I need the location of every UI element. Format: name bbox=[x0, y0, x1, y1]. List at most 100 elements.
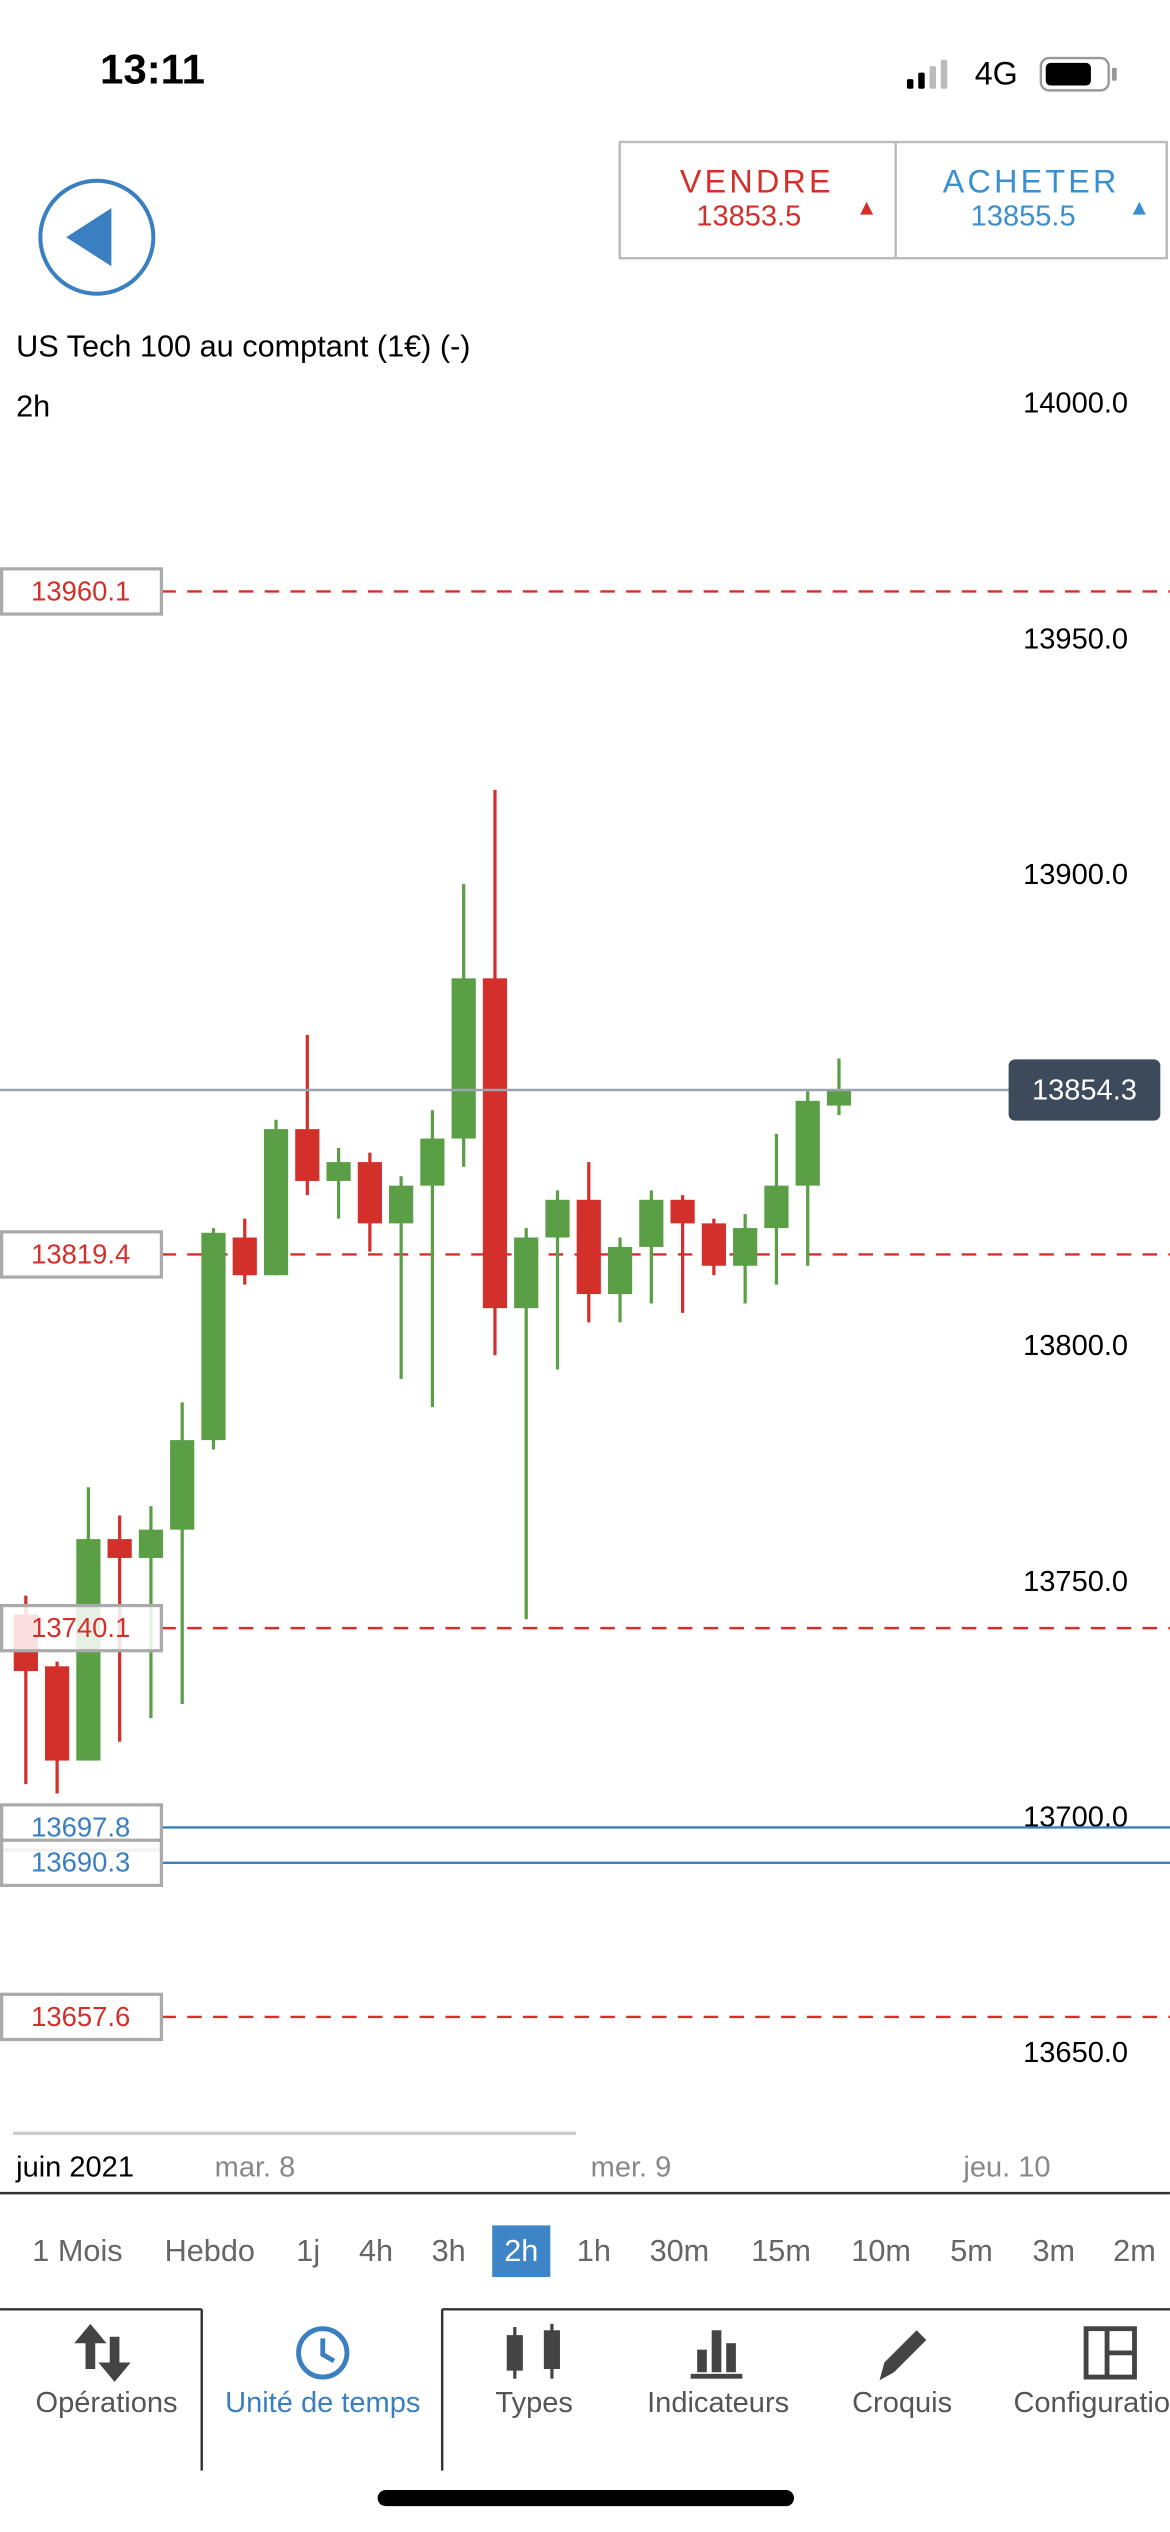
tab-icon-time bbox=[296, 2326, 350, 2380]
candle-body bbox=[326, 1162, 351, 1181]
timeframe-button[interactable]: 1h bbox=[577, 2234, 611, 2268]
timeframe-label: 15m bbox=[751, 2234, 811, 2268]
tab-icon-config bbox=[1083, 2326, 1137, 2380]
timeframe-button[interactable]: Hebdo bbox=[165, 2234, 255, 2268]
level-label-box bbox=[0, 1230, 164, 1279]
x-axis-label: jeu. 10 bbox=[962, 2152, 1050, 2184]
candle-body bbox=[420, 1138, 445, 1186]
candle-body bbox=[795, 1100, 820, 1186]
y-tick-label: 13950.0 bbox=[1023, 623, 1128, 655]
y-tick-label: 14000.0 bbox=[1023, 388, 1128, 420]
tab-label[interactable]: Indicateurs bbox=[647, 2387, 789, 2419]
timeframe-label: 10m bbox=[851, 2234, 911, 2268]
candle-body bbox=[389, 1185, 414, 1224]
candle-body bbox=[107, 1539, 132, 1558]
y-tick-label: 13750.0 bbox=[1023, 1566, 1128, 1598]
timeframe-label: 1j bbox=[296, 2234, 320, 2268]
timeframe-label: 1 Mois bbox=[32, 2234, 122, 2268]
level-label-box bbox=[0, 1603, 164, 1653]
candle-body bbox=[764, 1185, 789, 1229]
x-axis-label: juin 2021 bbox=[15, 2152, 134, 2184]
candle-body bbox=[482, 978, 508, 1309]
timeframe-button[interactable]: 5m bbox=[950, 2234, 993, 2268]
timeframe-button[interactable]: 2h bbox=[492, 2225, 551, 2278]
timeframe-button[interactable]: 1 Mois bbox=[32, 2234, 122, 2268]
timeframe-label: 5m bbox=[950, 2234, 993, 2268]
buy-arrow bbox=[1132, 201, 1146, 215]
last-price-label: 13854.3 bbox=[1032, 1074, 1137, 1106]
sell-label: VENDRE bbox=[680, 164, 834, 200]
timeframe-button[interactable]: 4h bbox=[359, 2234, 393, 2268]
timeframe-button[interactable]: 2m bbox=[1113, 2234, 1156, 2268]
timeframe-button[interactable]: 1j bbox=[296, 2234, 320, 2268]
date-label-bg bbox=[3, 2144, 168, 2190]
candle-body bbox=[639, 1199, 664, 1247]
x-axis-label: mer. 9 bbox=[591, 2152, 672, 2184]
tab-bar: Opérations Unité de temps Types Indicateurs… bbox=[36, 2387, 1170, 2419]
home-indicator bbox=[377, 2490, 794, 2507]
candle-body bbox=[170, 1440, 195, 1530]
level-label: 13960.1 bbox=[31, 575, 130, 606]
tab-label[interactable]: Opérations bbox=[36, 2387, 178, 2419]
tab-icon-operations bbox=[74, 2323, 131, 2382]
timeframe-label: 1h bbox=[577, 2234, 611, 2268]
x-axis: juin 2021 mar. 8 mer. 9 jeu. 10 bbox=[15, 2152, 1050, 2184]
y-tick-label: 13900.0 bbox=[1023, 859, 1128, 891]
status-network: 4G bbox=[975, 55, 1018, 91]
sell-button[interactable]: VENDRE 13853.5 bbox=[680, 164, 874, 233]
timeframe-label: 30m bbox=[650, 2234, 710, 2268]
timeframe-button[interactable]: 15m bbox=[751, 2234, 811, 2268]
candle-body bbox=[607, 1246, 633, 1295]
level-label: 13697.8 bbox=[31, 1811, 130, 1842]
timeframe-button[interactable]: 10m bbox=[851, 2234, 911, 2268]
candle-body bbox=[45, 1666, 70, 1761]
tab-label[interactable]: Croquis bbox=[852, 2387, 952, 2419]
candle-body bbox=[138, 1529, 164, 1558]
candle-body bbox=[295, 1129, 320, 1181]
candle-body bbox=[201, 1232, 226, 1441]
y-tick-label: 13800.0 bbox=[1023, 1330, 1128, 1362]
tab-icon-indicators bbox=[690, 2330, 743, 2379]
sell-arrow bbox=[860, 201, 874, 215]
tab-label[interactable]: Unité de temps bbox=[225, 2387, 420, 2419]
level-label: 13657.6 bbox=[31, 2001, 130, 2032]
instrument-title: US Tech 100 au comptant (1€) (-) bbox=[16, 330, 470, 364]
tab-label[interactable]: Types bbox=[495, 2387, 572, 2419]
candle-body bbox=[670, 1199, 695, 1224]
candle-body bbox=[545, 1199, 570, 1238]
tab-icon-sketch bbox=[879, 2330, 927, 2381]
buy-price: 13855.5 bbox=[971, 201, 1076, 233]
buy-button[interactable]: ACHETER 13855.5 bbox=[943, 164, 1146, 233]
candle-body bbox=[701, 1223, 726, 1266]
timeframe-button[interactable]: 3h bbox=[432, 2234, 466, 2268]
timeframe-label: 3m bbox=[1033, 2234, 1076, 2268]
timeframe-label: 3h bbox=[432, 2234, 466, 2268]
level-label: 13690.3 bbox=[31, 1847, 130, 1878]
tab-icon-types bbox=[506, 2323, 560, 2379]
timeframe-label: 2h bbox=[504, 2234, 538, 2268]
level-label: 13740.1 bbox=[31, 1612, 130, 1643]
candle-body bbox=[451, 978, 476, 1139]
tab-label[interactable]: Configuration bbox=[1013, 2387, 1170, 2419]
quote-box bbox=[618, 140, 1168, 260]
buy-label: ACHETER bbox=[943, 164, 1120, 200]
level-label: 13819.4 bbox=[31, 1238, 130, 1269]
status-time: 13:11 bbox=[100, 46, 205, 93]
timeframe-label: 2m bbox=[1113, 2234, 1156, 2268]
level-label-box bbox=[0, 1838, 164, 1888]
candle-body bbox=[826, 1090, 852, 1106]
y-tick-label: 13650.0 bbox=[1023, 2037, 1128, 2069]
level-label-box bbox=[0, 567, 164, 616]
timeframe-highlight bbox=[492, 2225, 551, 2278]
candle-body bbox=[733, 1228, 758, 1266]
back-button[interactable] bbox=[38, 178, 156, 296]
timeframe-button[interactable]: 30m bbox=[650, 2234, 710, 2268]
level-label-box bbox=[0, 1992, 164, 2042]
candle-body bbox=[263, 1129, 289, 1276]
sell-price: 13853.5 bbox=[696, 201, 801, 233]
last-price-badge bbox=[1008, 1059, 1161, 1121]
candle-body bbox=[232, 1237, 257, 1276]
timeframe-button[interactable]: 3m bbox=[1033, 2234, 1076, 2268]
